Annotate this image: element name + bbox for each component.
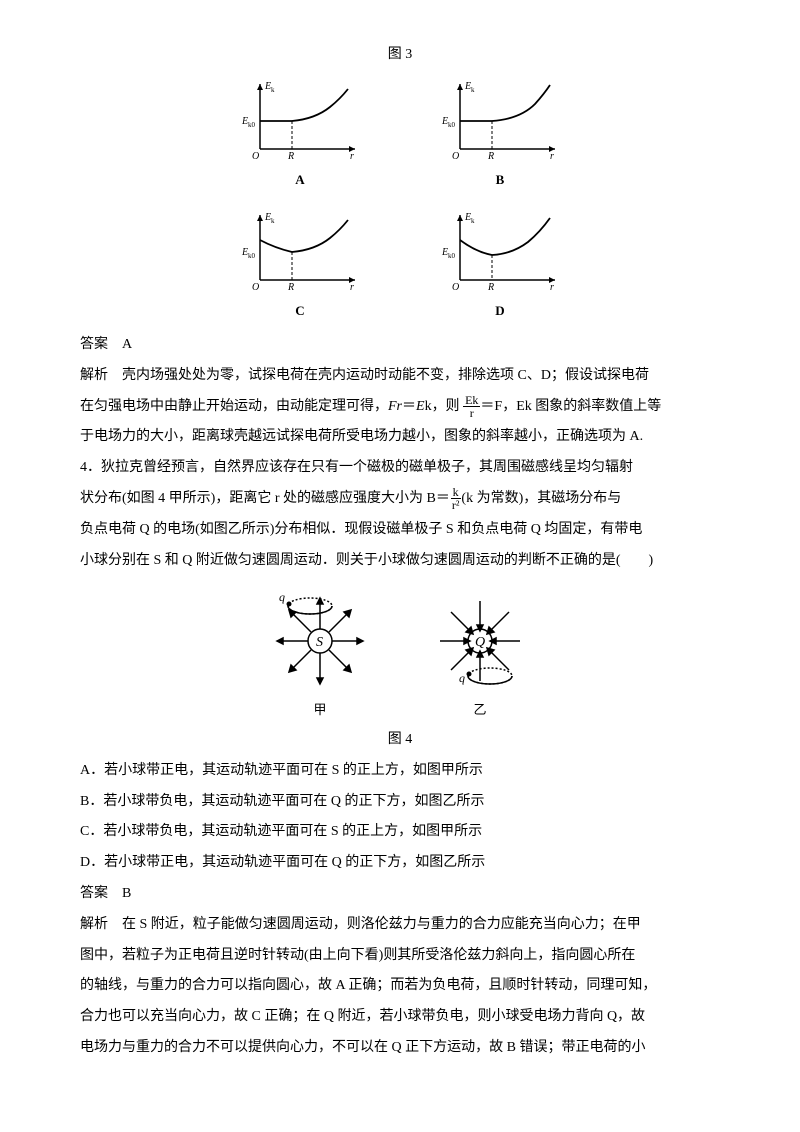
svg-text:r: r — [350, 151, 354, 162]
explain3-line2: 在匀强电场中由静止开始运动，由动能定理可得，Fr＝Ek，则 Ekr＝F，Ek 图… — [80, 392, 720, 423]
chart-a: Ek Ek0 O R r A — [220, 79, 380, 195]
explain3-line3: 于电场力的大小，距离球壳越远试探电荷所受电场力越小，图象的斜率越小，正确选项为 … — [80, 422, 720, 453]
svg-text:O: O — [452, 282, 459, 293]
answer4: 答案 B — [80, 879, 720, 910]
svg-text:r: r — [350, 282, 354, 293]
S-label: S — [316, 635, 323, 650]
option-a: A．若小球带正电，其运动轨迹平面可在 S 的正上方，如图甲所示 — [80, 756, 720, 787]
svg-text:k: k — [471, 217, 475, 225]
explain3-ek: E — [416, 399, 425, 414]
svg-text:R: R — [487, 282, 494, 293]
q4-t2b: (k 为常数)，其磁场分布与 — [461, 491, 621, 506]
explain3-label: 解析 — [80, 368, 108, 383]
svg-text:k0: k0 — [448, 121, 456, 129]
q4-line1: 4．狄拉克曾经预言，自然界应该存在只有一个磁极的磁单极子，其周围磁感线呈均匀辐射 — [80, 453, 720, 484]
explain3-text1: 壳内场强处处为零，试探电荷在壳内运动时动能不变，排除选项 C、D；假设试探电荷 — [122, 368, 649, 383]
answer4-value: B — [122, 886, 131, 901]
svg-text:O: O — [252, 282, 259, 293]
svg-text:q: q — [459, 671, 465, 685]
explain4-line1: 解析 在 S 附近，粒子能做匀速圆周运动，则洛伦兹力与重力的合力应能充当向心力；… — [80, 910, 720, 941]
chart-c: Ek Ek0 O R r C — [220, 210, 380, 326]
chart-a-svg: Ek Ek0 O R r — [240, 79, 360, 164]
q4-t1: 狄拉克曾经预言，自然界应该存在只有一个磁极的磁单极子，其周围磁感线呈均匀辐射 — [101, 460, 633, 475]
explain4-line2: 图中，若粒子为正电荷且逆时针转动(由上向下看)则其所受洛伦兹力斜向上，指向圆心所… — [80, 941, 720, 972]
chart-d-label: D — [495, 297, 504, 326]
option-d: D．若小球带正电，其运动轨迹平面可在 Q 的正下方，如图乙所示 — [80, 848, 720, 879]
chart-c-label: C — [295, 297, 304, 326]
explain3-t2a: 在匀强电场中由静止开始运动，由动能定理可得， — [80, 399, 388, 414]
diagram-yi: q Q 乙 — [425, 586, 535, 725]
explain4-t1: 在 S 附近，粒子能做匀速圆周运动，则洛伦兹力与重力的合力应能充当向心力；在甲 — [122, 917, 641, 932]
explain3-frac-num: Ek — [463, 394, 480, 407]
chart-b-label: B — [496, 166, 505, 195]
q4-line2: 状分布(如图 4 甲所示)，距离它 r 处的磁感应强度大小为 B＝kr²(k 为… — [80, 484, 720, 515]
svg-text:O: O — [252, 151, 259, 162]
explain4-line3: 的轴线，与重力的合力可以指向圆心，故 A 正确；而若为负电荷，且顺时针转动，同理… — [80, 971, 720, 1002]
svg-text:R: R — [287, 151, 294, 162]
q4-num: 4． — [80, 460, 101, 475]
explain3-t2c: k 图象的斜率数值上等 — [525, 399, 662, 414]
chart-b: Ek Ek0 O R r B — [420, 79, 580, 195]
Q-label: Q — [475, 635, 485, 650]
q4-t2a: 状分布(如图 4 甲所示)，距离它 r 处的磁感应强度大小为 B＝ — [80, 491, 450, 506]
svg-text:k: k — [271, 86, 275, 94]
explain3-eq1: ＝ — [402, 399, 416, 414]
chart-c-svg: Ek Ek0 O R r — [240, 210, 360, 295]
svg-text:r: r — [550, 282, 554, 293]
svg-text:R: R — [287, 282, 294, 293]
svg-text:O: O — [452, 151, 459, 162]
diagram-jia: q S 甲 — [265, 586, 375, 725]
option-b: B．若小球带负电，其运动轨迹平面可在 Q 的正下方，如图乙所示 — [80, 787, 720, 818]
explain4-line5: 电场力与重力的合力不可以提供向心力，不可以在 Q 正下方运动，故 B 错误；带正… — [80, 1033, 720, 1064]
svg-text:R: R — [487, 151, 494, 162]
explain3-t2b: k，则 — [425, 399, 460, 414]
q4-frac: kr² — [450, 486, 462, 511]
chart-a-label: A — [295, 166, 304, 195]
figure3-caption: 图 3 — [80, 40, 720, 71]
chart-d: Ek Ek0 O R r D — [420, 210, 580, 326]
q4-line3: 负点电荷 Q 的电场(如图乙所示)分布相似．现假设磁单极子 S 和负点电荷 Q … — [80, 515, 720, 546]
answer3: 答案 A — [80, 330, 720, 361]
diagram-pair: q S 甲 — [80, 586, 720, 725]
answer3-value: A — [122, 337, 132, 352]
answer3-label: 答案 — [80, 337, 108, 352]
explain3-frac: Ekr — [463, 394, 480, 419]
figure4-caption: 图 4 — [80, 725, 720, 756]
explain3-fr: Fr — [388, 399, 402, 414]
diagram-jia-label: 甲 — [313, 696, 326, 725]
q4-line4: 小球分别在 S 和 Q 附近做匀速圆周运动．则关于小球做匀速圆周运动的判断不正确… — [80, 546, 720, 577]
charts-grid: Ek Ek0 O R r A Ek Ek0 O R r — [220, 79, 580, 326]
explain3-frac-den: r — [468, 407, 476, 419]
option-c: C．若小球带负电，其运动轨迹平面可在 S 的正上方，如图甲所示 — [80, 817, 720, 848]
diagram-yi-label: 乙 — [473, 696, 486, 725]
svg-text:k: k — [271, 217, 275, 225]
chart-d-svg: Ek Ek0 O R r — [440, 210, 560, 295]
answer4-label: 答案 — [80, 886, 108, 901]
explain3-eq2: ＝F，E — [480, 399, 524, 414]
svg-text:q: q — [279, 590, 285, 604]
explain4-label: 解析 — [80, 917, 108, 932]
svg-text:r: r — [550, 151, 554, 162]
explain3-line1: 解析 壳内场强处处为零，试探电荷在壳内运动时动能不变，排除选项 C、D；假设试探… — [80, 361, 720, 392]
svg-text:k0: k0 — [248, 252, 256, 260]
svg-text:k0: k0 — [248, 121, 256, 129]
q4-frac-den: r² — [450, 499, 462, 511]
chart-b-svg: Ek Ek0 O R r — [440, 79, 560, 164]
diagram-jia-svg: q S — [265, 586, 375, 696]
explain4-line4: 合力也可以充当向心力，故 C 正确；在 Q 附近，若小球带负电，则小球受电场力背… — [80, 1002, 720, 1033]
svg-text:k0: k0 — [448, 252, 456, 260]
diagram-yi-svg: q Q — [425, 586, 535, 696]
svg-text:k: k — [471, 86, 475, 94]
